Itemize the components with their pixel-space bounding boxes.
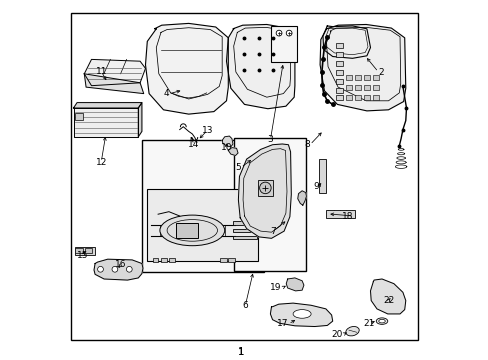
Bar (84, 248, 92, 253)
Ellipse shape (345, 327, 359, 336)
Bar (336, 52, 342, 57)
Bar (75, 113, 82, 120)
Bar (363, 75, 369, 80)
Text: 7: 7 (270, 227, 276, 236)
Bar (258, 180, 272, 196)
Bar (354, 95, 361, 100)
Polygon shape (285, 278, 303, 291)
Polygon shape (370, 279, 405, 314)
Ellipse shape (375, 318, 387, 324)
Text: 6: 6 (242, 302, 247, 310)
Bar (176, 223, 197, 238)
Bar (354, 85, 361, 90)
Bar (336, 79, 342, 84)
Text: 22: 22 (382, 296, 393, 305)
Text: 15: 15 (77, 251, 88, 260)
Polygon shape (222, 136, 232, 147)
Text: 5: 5 (235, 163, 241, 172)
Bar (325, 210, 354, 218)
Bar (336, 61, 342, 66)
Bar (345, 85, 351, 90)
Circle shape (259, 182, 270, 194)
Bar (336, 95, 342, 100)
Bar (75, 247, 95, 255)
Bar (232, 229, 257, 232)
Polygon shape (297, 191, 306, 205)
Polygon shape (270, 303, 332, 327)
Bar (233, 138, 305, 271)
Polygon shape (73, 108, 138, 137)
Text: 10: 10 (220, 143, 232, 152)
Bar (354, 75, 361, 80)
Text: 1: 1 (238, 348, 244, 356)
Bar (372, 75, 378, 80)
Bar (336, 43, 342, 48)
Ellipse shape (292, 310, 310, 318)
Text: 20: 20 (330, 330, 342, 339)
Bar (363, 95, 369, 100)
Polygon shape (228, 148, 238, 156)
Polygon shape (238, 144, 291, 238)
Text: 3: 3 (267, 135, 273, 144)
Bar (228, 258, 234, 262)
Text: 8: 8 (304, 140, 309, 149)
Ellipse shape (378, 319, 385, 323)
Text: 19: 19 (270, 284, 282, 292)
Bar (319, 159, 325, 193)
Circle shape (98, 266, 103, 272)
Text: 11: 11 (95, 67, 107, 76)
Text: 1: 1 (237, 347, 244, 357)
Bar (336, 70, 342, 75)
Circle shape (112, 266, 118, 272)
Bar (372, 85, 378, 90)
Bar (168, 258, 174, 262)
Polygon shape (84, 59, 145, 86)
Bar (161, 258, 166, 262)
Circle shape (285, 30, 291, 36)
Bar (345, 95, 351, 100)
Bar (147, 189, 258, 261)
Text: 13: 13 (201, 126, 213, 135)
Text: 21: 21 (363, 319, 374, 328)
Polygon shape (322, 26, 370, 58)
Bar (363, 85, 369, 90)
Polygon shape (84, 74, 143, 94)
Bar (142, 140, 264, 272)
Polygon shape (94, 259, 142, 280)
Text: 9: 9 (312, 182, 318, 191)
Bar (345, 75, 351, 80)
Text: 18: 18 (342, 212, 353, 220)
Bar (232, 236, 257, 239)
Bar (152, 258, 158, 262)
Bar (75, 248, 82, 253)
Ellipse shape (160, 215, 224, 246)
Bar (271, 26, 297, 62)
Text: 4: 4 (163, 89, 169, 98)
Text: 16: 16 (115, 261, 126, 269)
Text: 2: 2 (378, 68, 383, 77)
Polygon shape (138, 103, 142, 137)
Text: 14: 14 (188, 140, 200, 149)
Polygon shape (226, 24, 294, 109)
Polygon shape (320, 24, 405, 111)
Circle shape (276, 30, 282, 36)
Bar (372, 95, 378, 100)
Circle shape (126, 266, 132, 272)
Bar (336, 88, 342, 93)
Bar (232, 221, 257, 225)
Polygon shape (73, 103, 142, 108)
Text: 17: 17 (276, 320, 288, 328)
Polygon shape (145, 23, 228, 114)
Text: 12: 12 (95, 158, 107, 166)
Bar (220, 258, 226, 262)
